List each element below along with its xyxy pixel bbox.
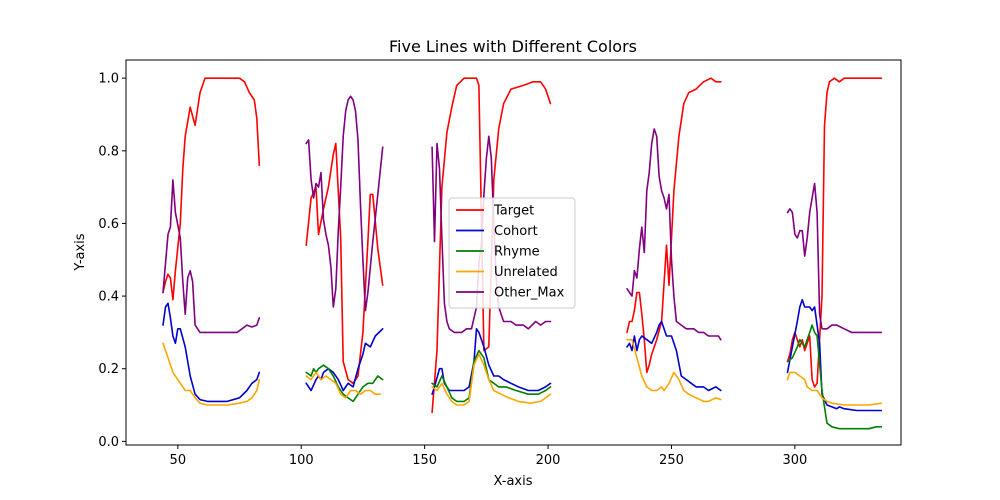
chart-title: Five Lines with Different Colors <box>389 37 637 56</box>
legend-label-cohort: Cohort <box>494 224 538 239</box>
legend-label-other-max: Other_Max <box>494 286 565 301</box>
series-line-other-max-segment-4 <box>626 128 722 341</box>
series-line-cohort-segment-4 <box>626 320 722 392</box>
series-line-unrelated-segment-4 <box>626 338 722 403</box>
series-line-rhyme-segment-3 <box>786 324 883 430</box>
plot-frame <box>125 59 902 446</box>
series-line-cohort-segment-5 <box>786 298 883 412</box>
x-tick-label: 150 <box>412 453 437 468</box>
series-line-unrelated-segment-1 <box>162 342 261 406</box>
x-tick-label: 200 <box>536 453 561 468</box>
series-line-unrelated-segment-5 <box>786 371 883 406</box>
axis-ticks: 50 100 150 200 250 300 0.0 0.2 0.4 0.6 0.8 1.0 <box>98 72 807 468</box>
y-tick-label: 0.6 <box>98 217 119 232</box>
legend-label-target: Target <box>493 204 534 219</box>
x-tick-label: 100 <box>289 453 314 468</box>
y-tick-label: 0.8 <box>98 144 119 159</box>
series-line-other-max-segment-5 <box>786 182 883 334</box>
x-tick-label: 50 <box>170 453 187 468</box>
legend-box <box>448 197 576 309</box>
legend-label-unrelated: Unrelated <box>494 265 558 280</box>
x-tick-label: 250 <box>659 453 684 468</box>
legend: Target Cohort Rhyme Unrelated Other_Max <box>448 197 576 309</box>
series-line-unrelated-segment-2 <box>305 371 381 399</box>
series-line-other-max-segment-1 <box>162 179 261 334</box>
x-tick-label: 300 <box>782 453 807 468</box>
series-line-other-max-segment-3 <box>431 135 552 334</box>
series-lines <box>162 77 883 430</box>
series-line-target-segment-2 <box>305 142 384 385</box>
series-line-target-segment-3 <box>431 77 552 414</box>
legend-label-rhyme: Rhyme <box>494 245 540 260</box>
y-tick-label: 1.0 <box>98 72 119 87</box>
series-line-other-max-segment-2 <box>305 95 384 312</box>
y-axis-label: Y-axis <box>73 233 88 271</box>
series-line-target-segment-1 <box>162 77 261 301</box>
y-tick-label: 0.4 <box>98 290 119 305</box>
series-line-target-segment-5 <box>786 77 883 388</box>
y-tick-label: 0.0 <box>98 435 119 450</box>
legend-items: Target Cohort Rhyme Unrelated Other_Max <box>456 204 565 301</box>
series-line-unrelated-segment-3 <box>431 353 552 406</box>
series-line-rhyme-segment-2 <box>431 349 552 403</box>
series-line-cohort-segment-1 <box>162 302 261 403</box>
x-axis-label: X-axis <box>494 474 533 489</box>
y-tick-label: 0.2 <box>98 362 119 377</box>
